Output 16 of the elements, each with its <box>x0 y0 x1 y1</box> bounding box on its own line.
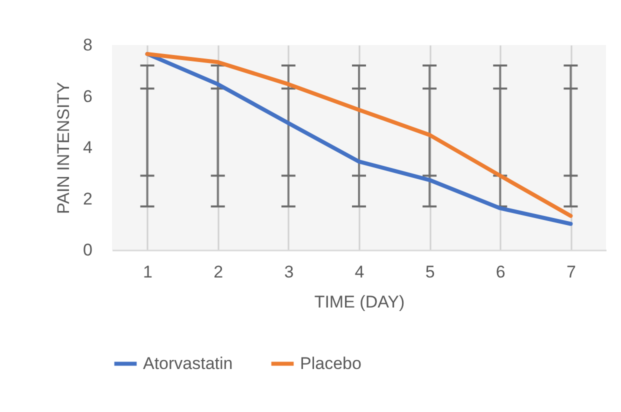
x-tick-label: 1 <box>143 262 153 282</box>
x-tick-label: 5 <box>425 262 435 282</box>
x-tick-label: 7 <box>566 262 576 282</box>
x-tick-label: 3 <box>284 262 294 282</box>
y-tick-label: 6 <box>83 86 92 106</box>
y-tick-label: 4 <box>83 138 92 157</box>
x-tick-label: 6 <box>496 262 506 282</box>
x-axis-title: TIME (DAY) <box>314 292 405 312</box>
x-tick-label: 2 <box>214 262 224 282</box>
legend-label: Placebo <box>300 354 362 373</box>
legend-label: Atorvastatin <box>143 354 233 373</box>
y-axis-title: PAIN INTENSITY <box>54 82 74 214</box>
y-tick-label: 0 <box>83 240 92 260</box>
x-tick-label: 4 <box>354 262 364 282</box>
y-tick-label: 8 <box>83 36 92 54</box>
y-tick-label: 2 <box>83 189 92 208</box>
